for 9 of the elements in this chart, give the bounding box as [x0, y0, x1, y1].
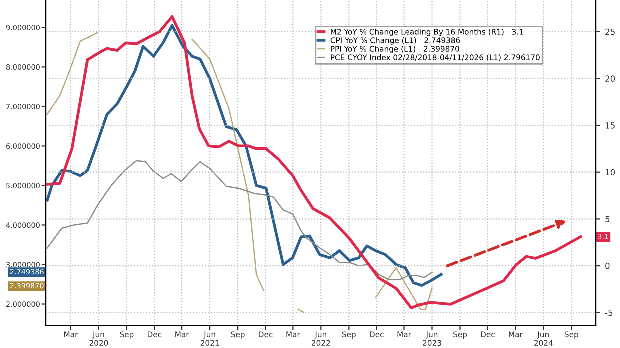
- y2-tick-label: -5: [605, 310, 613, 316]
- line-series: [46, 160, 433, 280]
- y2-tick-label: 20: [606, 76, 616, 82]
- y2-tick-label: 15: [606, 122, 615, 129]
- y2-tick-label: 10: [606, 169, 616, 176]
- line-series: [46, 15, 582, 310]
- y2-tick-label: 25: [606, 28, 615, 36]
- y2-tick-label: 0: [606, 263, 610, 270]
- y2-tick-label: 5: [606, 216, 610, 222]
